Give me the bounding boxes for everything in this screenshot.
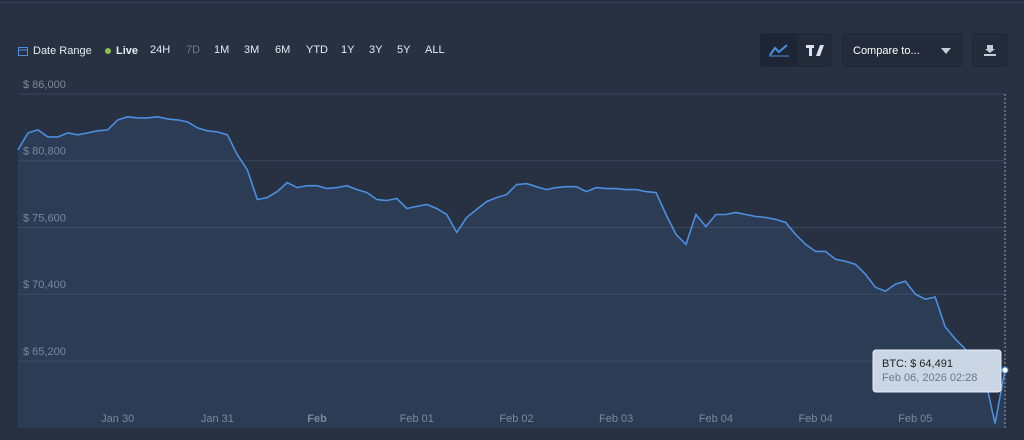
area	[18, 116, 1005, 428]
top-border	[0, 2, 1024, 3]
range-button[interactable]: 3M	[244, 44, 260, 56]
range-button[interactable]: 5Y	[397, 44, 411, 56]
y-tick-label: $ 75,600	[23, 212, 66, 224]
x-tick-label: Feb 03	[599, 413, 633, 425]
y-tick-label: $ 70,400	[23, 279, 66, 291]
chart-type-group	[760, 33, 832, 67]
x-tick-label: Feb 01	[400, 413, 434, 425]
range-button[interactable]: 1Y	[341, 44, 355, 56]
range-button[interactable]: 24H	[150, 44, 171, 56]
toolbar: Date Range Live Compare to... 24H 7D 1M 3M 6…	[0, 0, 1024, 80]
range-button[interactable]: 7D	[186, 44, 201, 56]
tv-icon[interactable]	[805, 43, 825, 57]
calendar-icon	[18, 47, 28, 56]
download-button[interactable]	[972, 33, 1008, 67]
date-range-label: Date Range	[33, 45, 92, 57]
hover-point	[1001, 366, 1009, 374]
x-tick-label: Feb 04	[699, 413, 733, 425]
y-tick-label: $ 80,800	[23, 146, 66, 158]
x-tick-label: Feb 05	[898, 413, 932, 425]
live[interactable]: Live	[105, 44, 138, 58]
compare-label: Compare to...	[853, 45, 920, 57]
compare-dropdown[interactable]: Compare to...	[842, 33, 962, 67]
x-tick-label: Feb 04	[798, 413, 832, 425]
range-button[interactable]: YTD	[306, 44, 328, 56]
price-line	[17, 115, 1006, 424]
x-tick-label: Feb	[307, 413, 327, 425]
y-tick-label: $ 65,200	[23, 346, 66, 358]
y-tick-label: $ 86,000	[23, 79, 66, 91]
download-icon	[984, 45, 996, 56]
tooltip-value: BTC: $ 64,491	[882, 358, 953, 370]
range-button[interactable]: 1M	[214, 44, 230, 56]
tooltip-time: Feb 06, 2026 02:28	[882, 372, 977, 384]
range-button[interactable]: 6M	[275, 44, 291, 56]
caret	[941, 48, 951, 54]
tooltip-box	[872, 349, 1002, 393]
line-icon	[769, 44, 789, 57]
tooltip: BTC: $ 64,491 Feb 06, 2026 02:28	[872, 349, 1002, 393]
live-dot	[105, 48, 111, 54]
line-chart-button[interactable]	[761, 34, 797, 66]
range-button[interactable]: 3Y	[369, 44, 383, 56]
x-tick-label: Jan 30	[101, 413, 134, 425]
range-button[interactable]: ALL	[425, 44, 445, 56]
x-tick-label: Jan 31	[201, 413, 234, 425]
date-range[interactable]: Date Range	[18, 44, 92, 58]
x-tick-label: Feb 02	[499, 413, 533, 425]
live-label: Live	[116, 45, 139, 57]
